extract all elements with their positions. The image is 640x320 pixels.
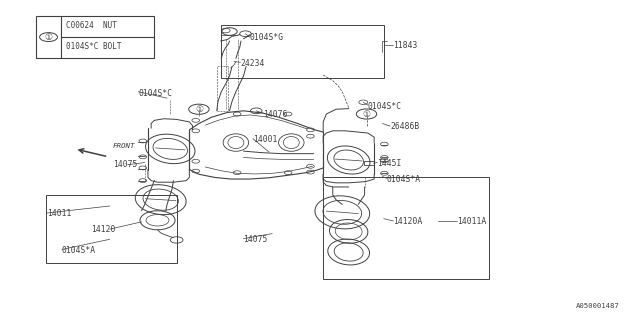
Bar [46, 195, 177, 263]
Text: 0104S*A: 0104S*A [62, 246, 96, 255]
Text: C00624  NUT: C00624 NUT [66, 21, 116, 30]
Text: 14075: 14075 [113, 160, 137, 169]
Text: 11843: 11843 [394, 41, 418, 50]
Text: 14011: 14011 [47, 209, 72, 219]
Text: 26486B: 26486B [390, 122, 419, 131]
Text: A050001487: A050001487 [576, 303, 620, 309]
Text: 24234: 24234 [241, 59, 265, 68]
Text: 0104S*A: 0104S*A [387, 174, 421, 184]
Text: 0104S*G: 0104S*G [250, 33, 284, 42]
Bar [221, 25, 384, 77]
Text: 0104S*C: 0104S*C [138, 89, 173, 98]
Text: 14120A: 14120A [394, 217, 422, 226]
Text: 14120: 14120 [91, 225, 115, 234]
Text: 0104S*C: 0104S*C [368, 101, 402, 111]
Bar [364, 161, 374, 165]
Text: FRONT: FRONT [113, 143, 136, 149]
Text: 14076: 14076 [262, 109, 287, 118]
Text: 14075: 14075 [244, 235, 268, 244]
Text: ①: ① [195, 105, 203, 114]
Bar [323, 178, 489, 279]
Bar [36, 16, 154, 59]
Text: 14011A: 14011A [457, 217, 486, 226]
Text: 0104S*C BOLT: 0104S*C BOLT [66, 43, 121, 52]
Text: 14001: 14001 [253, 135, 278, 144]
Text: 1445I: 1445I [378, 159, 402, 168]
Text: ①: ① [362, 109, 371, 118]
Text: ①: ① [45, 33, 52, 42]
